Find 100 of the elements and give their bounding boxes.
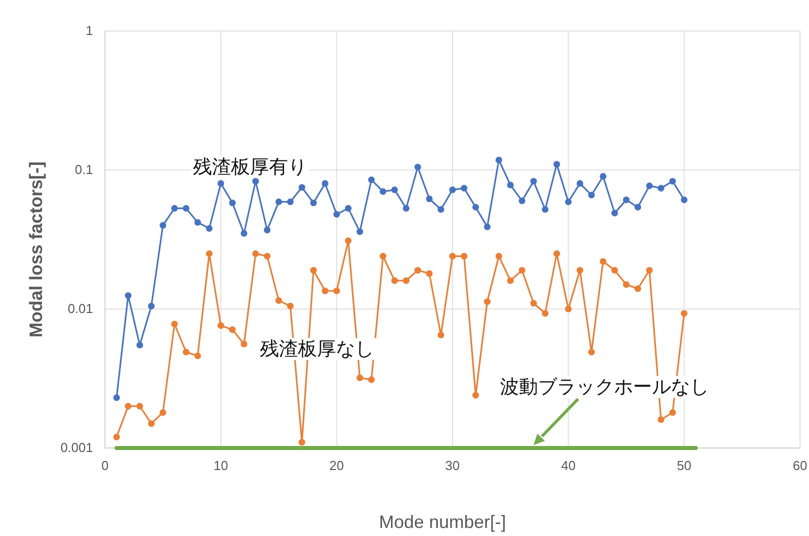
point [148,420,155,427]
x-axis-title: Mode number[-] [378,512,506,532]
point [333,211,340,218]
point [658,416,664,423]
point [182,348,190,356]
point [496,252,502,260]
series-label: 残渣板厚なし [260,338,374,360]
point [530,178,537,185]
point [252,250,259,257]
point [264,226,270,234]
point [171,205,178,212]
point [600,173,606,180]
point [206,250,213,257]
point [588,192,595,198]
point [252,178,259,185]
x-tick-label: 40 [561,458,576,473]
point [380,252,386,260]
point [113,434,120,440]
point [240,230,248,237]
point [472,392,479,398]
point [553,160,560,168]
point [588,348,595,356]
point [264,252,270,260]
point [333,288,340,294]
point [553,250,560,257]
point [622,196,630,204]
point [136,342,144,348]
point [368,376,375,383]
y-tick-label: 0.001 [60,440,93,455]
point [484,298,491,305]
point [310,266,317,274]
x-tick-label: 60 [792,458,808,473]
point [287,302,294,310]
point [344,237,352,244]
point [460,184,468,192]
point [449,186,456,194]
point [113,394,120,402]
point [484,224,491,230]
point [426,196,433,202]
point [310,200,317,206]
point [646,182,653,190]
point [680,310,688,317]
point [634,285,642,292]
point [576,180,584,187]
point [275,297,282,304]
point [658,184,664,192]
point [124,402,132,410]
point [194,352,201,360]
point [669,178,676,185]
point [426,270,433,277]
point [449,252,456,260]
point [391,186,398,194]
point [275,198,282,206]
point [611,210,618,216]
point [402,205,410,212]
point [680,196,688,204]
point [565,198,572,206]
point [646,266,653,274]
point [518,198,526,204]
point [171,320,178,328]
annotation: 波動ブラックホールなし [500,376,709,398]
point [218,322,224,329]
point [438,332,444,338]
point [669,409,676,416]
point [182,205,190,212]
y-tick-label: 1 [86,23,93,38]
series-label: 残渣板厚有り [193,156,307,178]
point [356,374,364,382]
point [322,288,328,294]
point [507,182,514,188]
x-tick-label: 30 [445,458,460,473]
point [124,292,132,299]
point [380,188,386,195]
y-axis-title: Modal loss factors[-] [26,161,46,338]
x-tick-label: 10 [214,458,228,473]
point [496,156,502,164]
x-tick-label: 0 [101,458,109,473]
point [542,206,548,213]
point [218,180,224,187]
point [368,176,375,184]
point [507,277,514,284]
point [542,310,548,317]
point [402,277,410,284]
point [206,225,213,232]
point [229,326,236,333]
x-tick-label: 20 [329,458,344,473]
point [136,402,144,410]
point [391,277,398,284]
point [438,206,444,213]
point [530,300,537,307]
point [472,204,479,210]
point [160,409,166,416]
point [634,204,642,210]
point [576,266,584,274]
point [344,205,352,212]
point [229,200,236,206]
point [622,281,630,288]
point [460,252,468,260]
point [287,198,294,206]
point [518,266,526,274]
